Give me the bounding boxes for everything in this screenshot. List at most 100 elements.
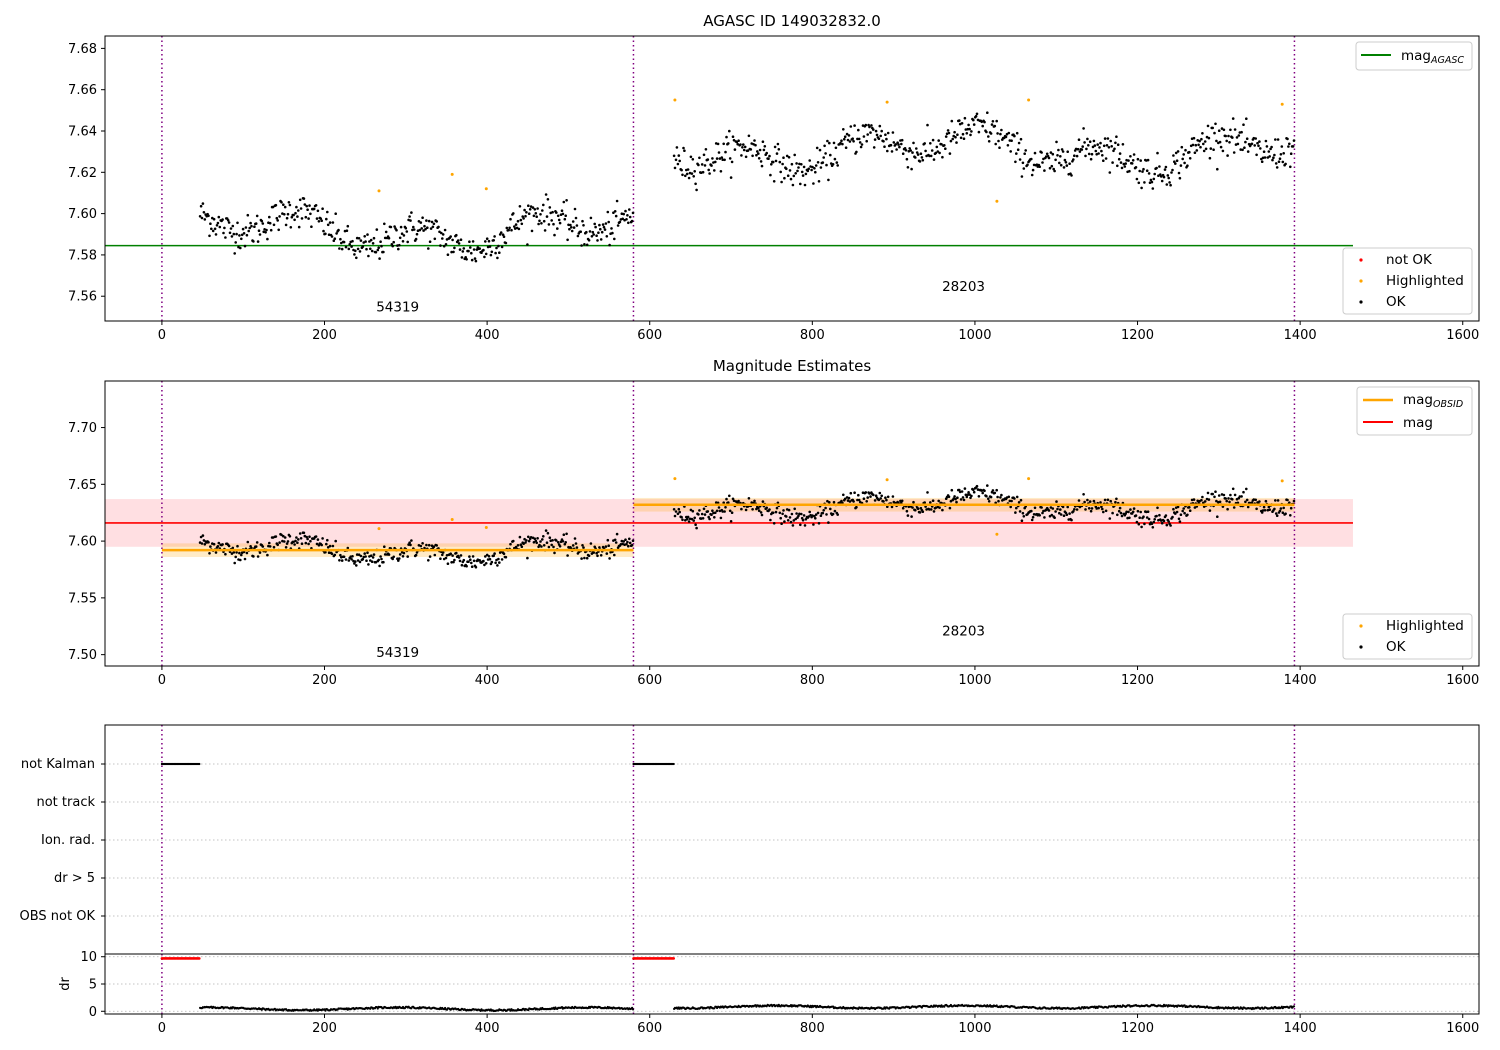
p1-obs1-point-518 xyxy=(1157,174,1160,177)
p1-obs0-point-82 xyxy=(275,216,279,220)
p1-obs1-point-170 xyxy=(831,163,835,166)
p2-obs1-point-166 xyxy=(828,501,831,504)
p1-obs1-point-116 xyxy=(781,162,784,166)
p1-obs1-point-121 xyxy=(785,154,789,158)
p1-obs0-point-410 xyxy=(582,224,585,227)
p1-obs0-point-325 xyxy=(502,235,506,238)
p2-xtick-label-1600: 1600 xyxy=(1446,673,1479,688)
p1-obs1-point-404 xyxy=(1050,164,1054,168)
p1-obs1-point-442 xyxy=(1086,137,1089,141)
p1-obs1-point-241 xyxy=(898,145,901,149)
p1-obs1-point-415 xyxy=(1060,148,1064,151)
p2-obs0-point-265 xyxy=(446,562,450,565)
p1-obs0-point-26 xyxy=(223,226,226,230)
p1-obs0-point-247 xyxy=(429,227,433,230)
p1-obs1-point-222 xyxy=(880,129,883,133)
p2-highlighted-point-0 xyxy=(377,527,381,531)
p1-obs0-point-418 xyxy=(589,216,593,220)
p1-obs0-point-424 xyxy=(595,234,598,237)
p2-obs1-point-526 xyxy=(1164,514,1168,517)
p2-obs0-point-378 xyxy=(552,545,555,549)
p1-obs0-point-251 xyxy=(433,237,437,241)
p1-obs1-point-441 xyxy=(1085,147,1088,151)
p1-obs1-point-320 xyxy=(972,118,975,122)
p1-obs0-point-30 xyxy=(226,219,230,222)
p2-obs0-point-290 xyxy=(470,561,473,565)
legend-mag-agasc-label: magAGASC xyxy=(1401,48,1464,66)
p1-obs1-point-483 xyxy=(1124,162,1127,165)
p4-ytick-label-0: 0 xyxy=(89,1005,97,1020)
p1-obs0-point-74 xyxy=(268,215,271,219)
dr-point-1 xyxy=(1292,1005,1296,1008)
p1-obs1-point-521 xyxy=(1159,175,1163,178)
p2-obs1-point-278 xyxy=(932,510,936,513)
p1-obs0-point-1 xyxy=(199,204,203,208)
p1-obs1-point-145 xyxy=(808,159,811,162)
p1-obs0-point-428 xyxy=(599,227,602,231)
p1-obs0-point-340 xyxy=(516,219,520,223)
p1-obs0-point-361 xyxy=(536,207,539,210)
dr-high-point-1 xyxy=(672,957,675,960)
p1-obs0-point-93 xyxy=(285,216,289,220)
p2-obs0-point-171 xyxy=(358,560,362,564)
p1-obs1-point-71 xyxy=(739,143,742,146)
p2-obs0-point-184 xyxy=(370,560,374,563)
p2-obs0-point-325 xyxy=(502,552,506,556)
p2-obs1-point-614 xyxy=(1246,505,1250,509)
p1-obs0-point-232 xyxy=(415,232,419,236)
p2-obs0-point-226 xyxy=(410,539,413,542)
p2-obs1-point-159 xyxy=(821,511,825,515)
p1-obs1-point-586 xyxy=(1220,127,1224,130)
p1-obs1-point-281 xyxy=(935,145,939,149)
p2-obs1-point-439 xyxy=(1083,500,1086,504)
p1-obs1-point-92 xyxy=(758,148,762,152)
p2-obs0-point-194 xyxy=(380,557,383,561)
p1-obs1-point-127 xyxy=(791,183,795,187)
p1-obs1-point-77 xyxy=(744,155,748,159)
p1-obs1-point-296 xyxy=(949,139,953,143)
p2-obs1-point-72 xyxy=(740,507,743,511)
p1-obs1-point-12 xyxy=(684,174,687,178)
p2-obs0-point-74 xyxy=(268,541,271,545)
p1-obs0-point-277 xyxy=(457,242,461,245)
p1-highlighted-point-5 xyxy=(995,199,999,203)
p1-obs1-point-663 xyxy=(1292,139,1296,142)
p1-obs1-point-462 xyxy=(1104,157,1108,160)
p2-obs1-point-130 xyxy=(794,517,797,521)
p1-obs0-point-281 xyxy=(461,250,465,253)
p1-obs1-point-58 xyxy=(727,142,730,145)
p2-obs1-point-507 xyxy=(1146,510,1150,513)
p1-obs0-point-168 xyxy=(355,236,359,240)
p2-obs0-point-272 xyxy=(453,558,456,562)
p2-obs0-point-3 xyxy=(201,534,205,537)
p1-obs1-point-366 xyxy=(1015,152,1018,155)
p1-obs1-point-631 xyxy=(1262,150,1266,153)
p2-obs0-point-456 xyxy=(625,542,628,546)
p1-obs0-point-4 xyxy=(202,211,206,214)
p1-obs1-point-182 xyxy=(843,137,846,141)
p1-obs0-point-184 xyxy=(370,249,374,253)
p2-obs1-point-24 xyxy=(695,526,698,530)
p2-obs1-point-77 xyxy=(744,508,748,512)
p1-obs0-point-253 xyxy=(435,220,439,223)
p2-obs1-point-255 xyxy=(911,506,914,509)
p1-obs1-point-164 xyxy=(826,139,829,143)
p1-obs0-point-12 xyxy=(210,227,213,231)
p1-ytick-label-7.62: 7.62 xyxy=(68,166,97,181)
p1-obs1-point-494 xyxy=(1134,166,1138,169)
p1-obs0-point-312 xyxy=(490,250,494,254)
p2-obs1-point-576 xyxy=(1211,492,1214,496)
p2-obs1-point-492 xyxy=(1132,507,1136,510)
p2-obs1-point-15 xyxy=(686,515,690,519)
p2-obs1-point-220 xyxy=(878,491,882,495)
p2-obs1-point-324 xyxy=(975,484,979,488)
p2-obs1-point-534 xyxy=(1172,507,1175,511)
p2-obs1-point-123 xyxy=(787,508,791,512)
p1-obs0-point-24 xyxy=(221,218,224,221)
p1-obs1-point-335 xyxy=(986,111,989,114)
p2-obs1-point-249 xyxy=(905,509,909,513)
p1-obs0-point-134 xyxy=(324,232,327,236)
p1-obs1-point-460 xyxy=(1102,144,1106,148)
p1-obs1-point-294 xyxy=(947,131,951,135)
p2-obs1-point-360 xyxy=(1009,505,1012,509)
